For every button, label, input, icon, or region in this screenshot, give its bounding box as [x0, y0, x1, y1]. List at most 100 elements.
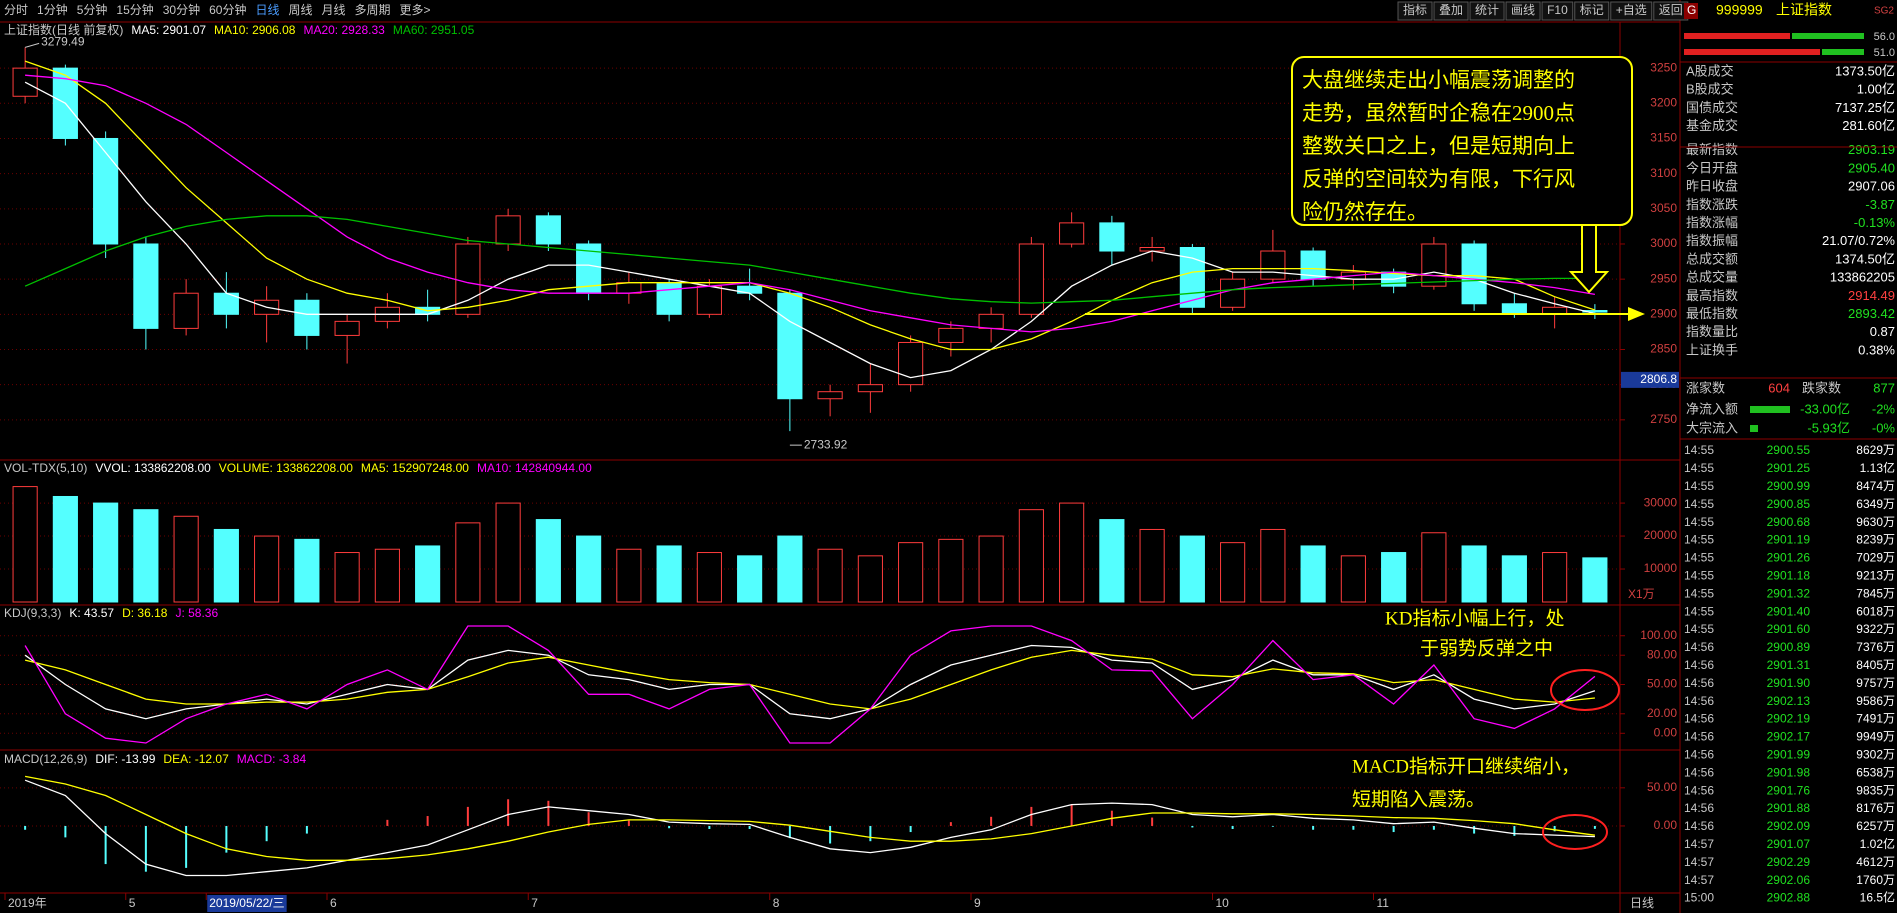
period-tab[interactable]: 1分钟 [37, 2, 68, 17]
x-tick-label: 11 [1377, 896, 1390, 910]
legend-entry: MA5: 152907248.00 [361, 461, 469, 475]
volume-bar [777, 535, 803, 603]
tick-time: 14:56 [1684, 783, 1714, 797]
period-tab[interactable]: 多周期 [355, 3, 391, 17]
period-tab[interactable]: 60分钟 [209, 2, 246, 17]
tick-price: 2901.90 [1767, 676, 1811, 690]
tick-time: 14:56 [1684, 819, 1714, 833]
tick-price: 2900.85 [1767, 497, 1811, 511]
tick-time: 14:56 [1684, 801, 1714, 815]
candle-body [495, 215, 521, 245]
legend-entry: MA5: 2901.07 [131, 23, 206, 37]
annotation-box [1291, 56, 1633, 226]
volume-bar [1381, 552, 1407, 603]
flow-value: -33.00亿 [1800, 401, 1850, 416]
ratio-bar [1822, 49, 1864, 55]
ma-line [25, 74, 1596, 333]
toolbar-button-label[interactable]: 统计 [1475, 3, 1499, 17]
toolbar-button[interactable] [1469, 1, 1505, 21]
volume-bar [495, 502, 521, 603]
toolbar-button[interactable] [1541, 1, 1574, 21]
volume-bar [616, 548, 642, 603]
quote-value: 2907.06 [1848, 179, 1895, 194]
tick-price: 2901.76 [1767, 783, 1811, 797]
quote-label: 基金成交 [1686, 118, 1738, 133]
annotation-text: 险仍然存在。 [1302, 200, 1428, 224]
period-label: 日线 [1630, 896, 1654, 910]
quote-label: A股成交 [1686, 63, 1734, 78]
candle-body [938, 327, 964, 343]
toolbar-button[interactable] [1505, 1, 1541, 21]
legend-entry: MA60: 2951.05 [393, 23, 475, 37]
tick-time: 14:55 [1684, 551, 1714, 565]
tick-volume: 9302万 [1856, 747, 1895, 761]
candle-body [1260, 250, 1286, 280]
legend-entry: MA10: 2906.08 [214, 23, 296, 37]
quote-label: 最低指数 [1686, 306, 1738, 321]
quote-label: 最新指数 [1686, 142, 1738, 157]
x-tick-label: 2019/05/22/三 [209, 896, 284, 910]
toolbar-button-label[interactable]: 叠加 [1439, 3, 1463, 17]
toolbar-button-label[interactable]: +自选 [1616, 3, 1647, 17]
toolbar-button[interactable] [1574, 1, 1610, 21]
tick-price: 2901.40 [1767, 604, 1811, 618]
toolbar-button[interactable] [1433, 1, 1469, 21]
period-tab[interactable]: 月线 [322, 3, 346, 17]
y-tick-label: 3100 [1650, 166, 1677, 180]
ratio-bar [1684, 49, 1820, 55]
tick-volume: 8176万 [1856, 801, 1895, 815]
toolbar-button-label[interactable]: 返回 [1659, 3, 1683, 17]
period-tab[interactable]: 日线 [255, 3, 279, 17]
tick-price: 2902.17 [1767, 730, 1811, 744]
volume-bar [1501, 555, 1527, 603]
volume-bar [12, 486, 38, 603]
period-tab[interactable]: 更多> [400, 3, 431, 17]
breadth-value: 604 [1768, 380, 1790, 395]
candle-body [817, 391, 843, 400]
y-tick-label: 10000 [1644, 561, 1678, 575]
tick-price: 2901.25 [1767, 461, 1811, 475]
tick-price: 2902.13 [1767, 694, 1811, 708]
tick-volume: 8405万 [1856, 658, 1895, 672]
legend-entry: D: 36.18 [122, 606, 168, 620]
candle-body [93, 137, 119, 245]
toolbar-button-label[interactable]: 画线 [1511, 3, 1535, 17]
volume-bar [576, 535, 602, 603]
period-tab[interactable]: 周线 [288, 3, 312, 17]
tick-time: 14:55 [1684, 568, 1714, 582]
period-tab[interactable]: 分时 [4, 3, 28, 17]
tick-volume: 7845万 [1856, 586, 1895, 600]
tick-volume: 7029万 [1856, 551, 1895, 565]
toolbar-button-label[interactable]: 标记 [1580, 3, 1604, 17]
quote-label: 指数振幅 [1686, 233, 1738, 248]
toolbar-button[interactable] [1610, 1, 1653, 21]
x-tick-label: 5 [129, 896, 136, 910]
volume-bar [898, 542, 924, 603]
y-tick-label: 2900 [1650, 306, 1677, 320]
breadth-value: 877 [1873, 380, 1895, 395]
tick-volume: 8629万 [1856, 443, 1895, 457]
code-badge [1684, 3, 1698, 19]
tick-volume: 16.5亿 [1860, 890, 1895, 905]
breadth-label: 涨家数 [1686, 380, 1725, 395]
volume-bar [656, 545, 682, 603]
legend-entry: MACD: -3.84 [237, 752, 307, 766]
tick-price: 2901.31 [1767, 658, 1811, 672]
toolbar-button-label[interactable]: F10 [1547, 3, 1568, 17]
period-tab[interactable]: 5分钟 [77, 2, 108, 17]
period-tab[interactable]: 15分钟 [116, 2, 153, 17]
volume-bar [173, 515, 199, 603]
legend-entry: J: 58.36 [175, 606, 218, 620]
toolbar-button[interactable] [1397, 1, 1433, 21]
tick-price: 2902.19 [1767, 712, 1811, 726]
period-tab[interactable]: 30分钟 [163, 2, 200, 17]
tick-price: 2901.88 [1767, 801, 1811, 815]
volume-bar [374, 548, 400, 603]
volume-bar [1340, 555, 1366, 603]
candle-body [898, 341, 924, 386]
tick-volume: 6018万 [1856, 604, 1895, 618]
toolbar-button-label[interactable]: 指标 [1403, 2, 1427, 17]
candle-body [1421, 243, 1447, 287]
tick-time: 14:56 [1684, 676, 1714, 690]
ratio: 56.0 [1874, 31, 1895, 43]
